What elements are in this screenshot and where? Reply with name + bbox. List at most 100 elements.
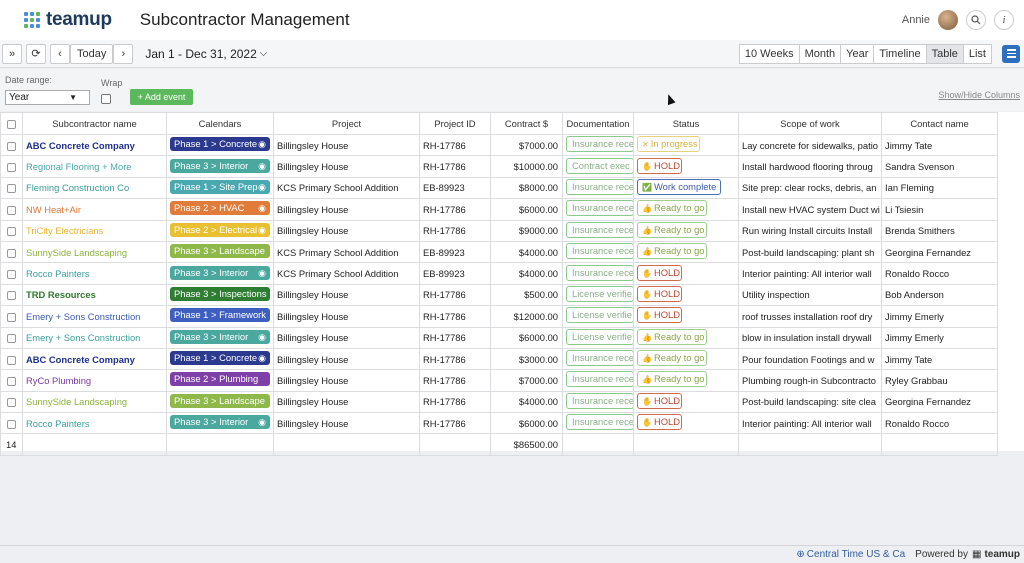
column-header[interactable]: Scope of work xyxy=(738,112,882,135)
project-id-cell[interactable]: RH-17786 xyxy=(419,369,491,392)
row-checkbox[interactable] xyxy=(0,283,23,307)
menu-icon[interactable] xyxy=(1002,44,1020,63)
table-row[interactable]: RyCo Plumbing Phase 2 > Plumbing◉Billings… xyxy=(0,369,998,392)
contract-cell[interactable]: $7000.00 xyxy=(490,133,563,157)
documentation-cell[interactable]: Insurance rece xyxy=(562,176,634,200)
today-button[interactable]: Today xyxy=(70,43,114,64)
contact-cell[interactable]: Ronaldo Rocco xyxy=(881,412,998,435)
avatar[interactable] xyxy=(938,10,958,30)
scope-cell[interactable]: Interior painting: All interior wall xyxy=(738,412,882,435)
table-row[interactable]: SunnySide Landscaping Phase 3 > Landscape… xyxy=(0,240,998,264)
table-row[interactable]: Rocco Painters Phase 3 > Interior ◉ Billing… xyxy=(0,412,998,435)
table-row[interactable]: SunnySide Landscaping Phase 3 > Landscape… xyxy=(0,390,998,414)
table-row[interactable]: Rocco Painters Phase 3 > Interior ◉ KCS Pri… xyxy=(0,262,998,285)
column-header[interactable]: Status xyxy=(633,112,739,135)
table-row[interactable]: ABC Concrete Company Phase 1 > Concrete ◉ B… xyxy=(0,347,998,371)
contract-cell[interactable]: $7000.00 xyxy=(490,369,563,392)
calendar-cell[interactable]: Phase 1 > Framework◉ xyxy=(166,305,274,328)
subcontractor-name[interactable]: Fleming Construction Co xyxy=(22,176,167,200)
row-checkbox[interactable] xyxy=(0,326,23,349)
user-name[interactable]: Annie xyxy=(901,14,930,26)
project-id-cell[interactable]: RH-17786 xyxy=(419,155,491,178)
subcontractor-name[interactable]: Regional Flooring + More xyxy=(22,155,167,178)
subcontractor-name[interactable]: Rocco Painters xyxy=(22,262,167,285)
project-cell[interactable]: Billingsley House xyxy=(273,347,420,371)
calendar-cell[interactable]: Phase 3 > Landscape◉ xyxy=(166,240,274,264)
table-row[interactable]: NW Heat+Air Phase 2 > HVAC ◉ Billingsley Ho… xyxy=(0,198,998,221)
status-cell[interactable]: 👍 Ready to go xyxy=(633,326,739,349)
view-button[interactable]: Year xyxy=(841,43,875,64)
row-checkbox[interactable] xyxy=(0,176,23,200)
table-row[interactable]: Fleming Construction Co Phase 1 > Site Pr… xyxy=(0,176,998,200)
scope-cell[interactable]: Pour foundation Footings and w xyxy=(738,347,882,371)
subcontractor-name[interactable]: SunnySide Landscaping xyxy=(22,390,167,414)
row-checkbox[interactable] xyxy=(0,240,23,264)
project-id-cell[interactable]: RH-17786 xyxy=(419,347,491,371)
subcontractor-name[interactable]: TriCity Electricians xyxy=(22,219,167,242)
contact-cell[interactable]: Jimmy Tate xyxy=(881,133,998,157)
contract-cell[interactable]: $6000.00 xyxy=(490,198,563,221)
contract-cell[interactable]: $6000.00 xyxy=(490,326,563,349)
table-row[interactable]: Emery + Sons Construction Phase 1 > Frame… xyxy=(0,305,998,328)
project-cell[interactable]: Billingsley House xyxy=(273,155,420,178)
column-header[interactable]: Contract $ xyxy=(490,112,563,135)
row-checkbox[interactable] xyxy=(0,369,23,392)
contact-cell[interactable]: Ryley Grabbau xyxy=(881,369,998,392)
expand-sidebar-icon[interactable]: » xyxy=(2,43,22,64)
scope-cell[interactable]: Interior painting: All interior wall xyxy=(738,262,882,285)
calendar-cell[interactable]: Phase 1 > Concrete ◉ xyxy=(166,347,274,371)
row-checkbox[interactable] xyxy=(0,133,23,157)
project-id-cell[interactable]: RH-17786 xyxy=(419,133,491,157)
contact-cell[interactable]: Jimmy Tate xyxy=(881,347,998,371)
contact-cell[interactable]: Georgina Fernandez xyxy=(881,390,998,414)
project-id-cell[interactable]: EB-89923 xyxy=(419,262,491,285)
status-cell[interactable]: ✋ HOLD xyxy=(633,305,739,328)
subcontractor-name[interactable]: NW Heat+Air xyxy=(22,198,167,221)
subcontractor-name[interactable]: Rocco Painters xyxy=(22,412,167,435)
view-button[interactable]: 10 Weeks xyxy=(738,43,800,64)
calendar-cell[interactable]: Phase 3 > Interior ◉ xyxy=(166,326,274,349)
documentation-cell[interactable]: Insurance rece xyxy=(562,240,634,264)
show-hide-columns-link[interactable]: Show/Hide Columns xyxy=(938,90,1020,100)
project-cell[interactable]: Billingsley House xyxy=(273,305,420,328)
project-cell[interactable]: Billingsley House xyxy=(273,219,420,242)
project-id-cell[interactable]: RH-17786 xyxy=(419,390,491,414)
contact-cell[interactable]: Sandra Svenson xyxy=(881,155,998,178)
row-checkbox[interactable] xyxy=(0,412,23,435)
contact-cell[interactable]: Jimmy Emerly xyxy=(881,326,998,349)
calendar-cell[interactable]: Phase 2 > Electrical ◉ xyxy=(166,219,274,242)
contract-cell[interactable]: $4000.00 xyxy=(490,240,563,264)
contract-cell[interactable]: $4000.00 xyxy=(490,390,563,414)
status-cell[interactable]: ✋ HOLD xyxy=(633,390,739,414)
contact-cell[interactable]: Bob Anderson xyxy=(881,283,998,307)
documentation-cell[interactable]: Insurance rece xyxy=(562,133,634,157)
project-cell[interactable]: Billingsley House xyxy=(273,412,420,435)
table-row[interactable]: TRD Resources Phase 3 > Inspections◉Billi… xyxy=(0,283,998,307)
contact-cell[interactable]: Jimmy Emerly xyxy=(881,305,998,328)
project-cell[interactable]: KCS Primary School Addition xyxy=(273,240,420,264)
column-header[interactable]: Project xyxy=(273,112,420,135)
status-cell[interactable]: 👍 Ready to go xyxy=(633,198,739,221)
status-cell[interactable]: ✋ HOLD xyxy=(633,283,739,307)
table-row[interactable]: ABC Concrete Company Phase 1 > Concrete ◉ B… xyxy=(0,133,998,157)
project-id-cell[interactable]: RH-17786 xyxy=(419,219,491,242)
project-cell[interactable]: KCS Primary School Addition xyxy=(273,176,420,200)
calendar-cell[interactable]: Phase 1 > Concrete ◉ xyxy=(166,133,274,157)
view-button[interactable]: Timeline xyxy=(874,43,927,64)
date-range-select[interactable]: Year ▼ xyxy=(5,90,90,105)
project-id-cell[interactable]: EB-89923 xyxy=(419,176,491,200)
wrap-checkbox[interactable] xyxy=(101,94,111,104)
contact-cell[interactable]: Georgina Fernandez xyxy=(881,240,998,264)
project-id-cell[interactable]: RH-17786 xyxy=(419,326,491,349)
next-button[interactable]: › xyxy=(113,43,134,64)
calendar-cell[interactable]: Phase 2 > Plumbing◉ xyxy=(166,369,274,392)
calendar-cell[interactable]: Phase 3 > Interior ◉ xyxy=(166,262,274,285)
status-cell[interactable]: ✕ In progress xyxy=(633,133,739,157)
contract-cell[interactable]: $6000.00 xyxy=(490,412,563,435)
project-cell[interactable]: Billingsley House xyxy=(273,283,420,307)
row-checkbox[interactable] xyxy=(0,390,23,414)
subcontractor-name[interactable]: ABC Concrete Company xyxy=(22,133,167,157)
view-button[interactable]: List xyxy=(963,43,992,64)
subcontractor-name[interactable]: Emery + Sons Construction xyxy=(22,305,167,328)
project-id-cell[interactable]: RH-17786 xyxy=(419,198,491,221)
